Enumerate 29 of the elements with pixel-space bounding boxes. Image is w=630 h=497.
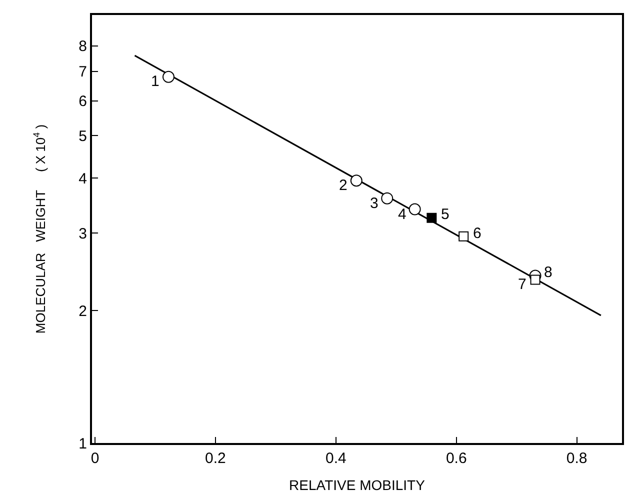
x-tick-label: 0 bbox=[90, 450, 100, 467]
x-tick-label: 0.2 bbox=[205, 450, 226, 467]
annotation: 1 bbox=[151, 73, 160, 90]
annotation: 4 bbox=[398, 206, 406, 223]
x-tick-label: 0.8 bbox=[566, 450, 588, 467]
x-tick-label: 0.6 bbox=[446, 450, 467, 467]
annotation: 3 bbox=[370, 195, 378, 212]
point bbox=[350, 174, 362, 187]
y-tick-label: 3 bbox=[78, 225, 87, 242]
x-axis-title: RELATIVE MOBILITY bbox=[289, 476, 426, 493]
point bbox=[381, 192, 394, 204]
annotation: 7 bbox=[518, 276, 526, 293]
x-tick-label: 0.4 bbox=[325, 450, 346, 467]
y-tick-label: 7 bbox=[78, 64, 87, 81]
y-tick-label: 8 bbox=[78, 38, 87, 56]
annotation: 2 bbox=[339, 177, 348, 194]
y-tick-label: 2 bbox=[78, 302, 87, 320]
point bbox=[408, 203, 421, 216]
point bbox=[162, 70, 174, 83]
point bbox=[530, 274, 540, 285]
point bbox=[458, 231, 469, 242]
y-tick-label: 6 bbox=[78, 93, 87, 110]
annotation: 5 bbox=[441, 206, 450, 223]
annotation: 6 bbox=[473, 225, 482, 242]
annotation: 8 bbox=[544, 264, 552, 281]
y-tick-label: 1 bbox=[78, 435, 87, 452]
y-tick-label: 5 bbox=[78, 128, 87, 145]
y-tick-label: 4 bbox=[78, 170, 87, 188]
point bbox=[426, 212, 437, 223]
